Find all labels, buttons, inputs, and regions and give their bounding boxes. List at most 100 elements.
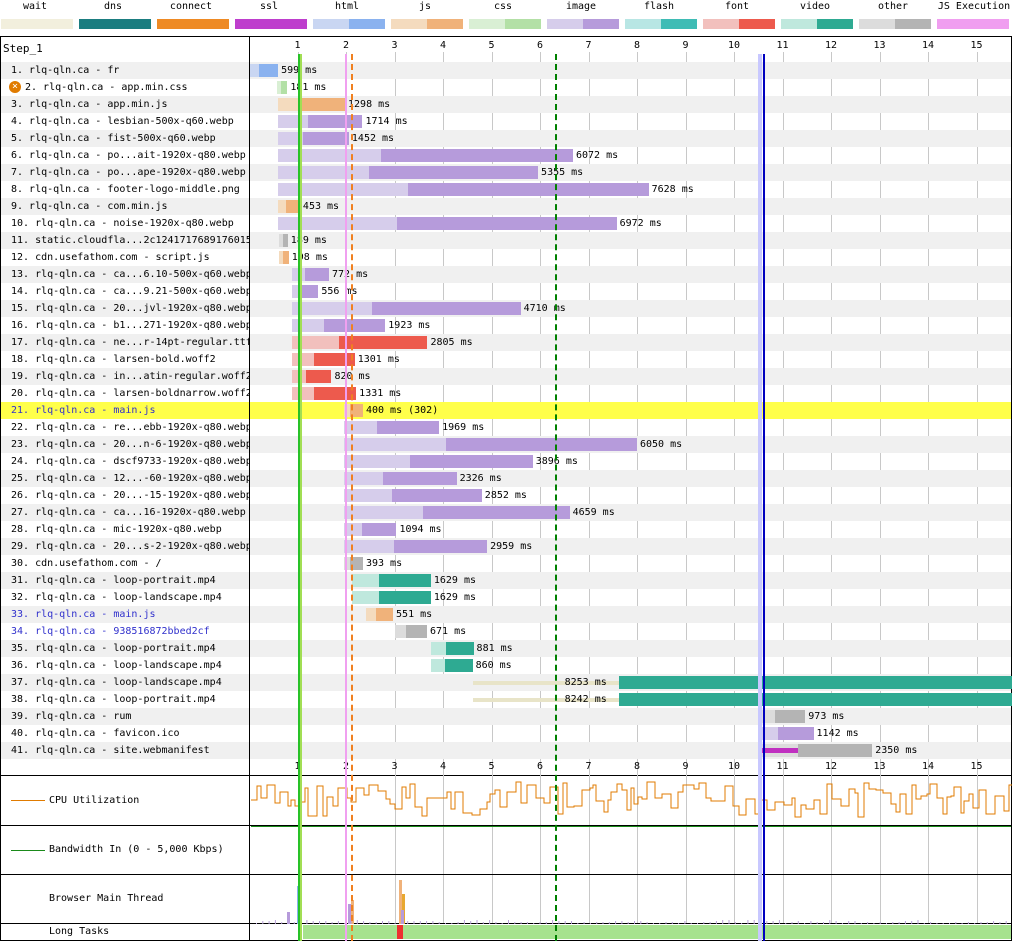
request-bar-image[interactable] <box>278 166 539 179</box>
request-bar-image[interactable] <box>343 421 440 434</box>
request-row[interactable]: 20. rlq-qln.ca - larsen-boldnarrow.woff2… <box>1 385 1011 402</box>
request-label[interactable]: 32. rlq-qln.ca - loop-landscape.mp4 <box>11 592 222 603</box>
request-row[interactable]: 2. rlq-qln.ca - app.min.css × 181 ms <box>1 79 1011 96</box>
request-row[interactable]: 1. rlq-qln.ca - fr 599 ms <box>1 62 1011 79</box>
request-row[interactable]: 36. rlq-qln.ca - loop-landscape.mp4 860 m… <box>1 657 1011 674</box>
request-bar-video[interactable] <box>351 591 431 604</box>
request-bar-image[interactable] <box>278 217 617 230</box>
request-label[interactable]: 22. rlq-qln.ca - re...ebb-1920x-q80.webp <box>11 422 250 433</box>
request-label[interactable]: 28. rlq-qln.ca - mic-1920x-q80.webp <box>11 524 222 535</box>
request-bar-js[interactable] <box>366 608 394 621</box>
request-label[interactable]: 35. rlq-qln.ca - loop-portrait.mp4 <box>11 643 216 654</box>
request-label[interactable]: 6. rlq-qln.ca - po...ait-1920x-q80.webp <box>11 150 246 161</box>
request-row[interactable]: 5. rlq-qln.ca - fist-500x-q60.webp 1452 m… <box>1 130 1011 147</box>
request-bar-image[interactable] <box>343 540 488 553</box>
request-label[interactable]: 7. rlq-qln.ca - po...ape-1920x-q80.webp <box>11 167 246 178</box>
request-label[interactable]: 24. rlq-qln.ca - dscf9733-1920x-q80.webp <box>11 456 250 467</box>
request-bar-video[interactable] <box>473 693 1012 706</box>
request-label[interactable]: 33. rlq-qln.ca - main.js <box>11 609 156 620</box>
request-row[interactable]: 11. static.cloudfla...2c1241717689176015… <box>1 232 1011 249</box>
request-bar-js[interactable] <box>279 251 289 264</box>
request-bar-video[interactable] <box>351 574 431 587</box>
request-bar-font[interactable] <box>291 370 332 383</box>
request-label[interactable]: 10. rlq-qln.ca - noise-1920x-q80.webp <box>11 218 234 229</box>
request-bar-font[interactable] <box>291 353 355 366</box>
request-label[interactable]: 2. rlq-qln.ca - app.min.css <box>25 82 188 93</box>
request-bar-image[interactable] <box>278 115 363 128</box>
request-bar-js[interactable] <box>278 200 300 213</box>
request-label[interactable]: 40. rlq-qln.ca - favicon.ico <box>11 728 180 739</box>
request-bar-other[interactable] <box>279 234 288 247</box>
request-row[interactable]: 3. rlq-qln.ca - app.min.js 1298 ms <box>1 96 1011 113</box>
request-label[interactable]: 31. rlq-qln.ca - loop-portrait.mp4 <box>11 575 216 586</box>
request-label[interactable]: 5. rlq-qln.ca - fist-500x-q60.webp <box>11 133 216 144</box>
request-label[interactable]: 4. rlq-qln.ca - lesbian-500x-q60.webp <box>11 116 234 127</box>
request-row[interactable]: 9. rlq-qln.ca - com.min.js 453 ms <box>1 198 1011 215</box>
request-row[interactable]: 33. rlq-qln.ca - main.js 551 ms <box>1 606 1011 623</box>
request-row[interactable]: 32. rlq-qln.ca - loop-landscape.mp4 1629 … <box>1 589 1011 606</box>
request-bar-image[interactable] <box>758 727 814 740</box>
request-row[interactable]: 7. rlq-qln.ca - po...ape-1920x-q80.webp 5… <box>1 164 1011 181</box>
request-label[interactable]: 13. rlq-qln.ca - ca...6.10-500x-q60.webp <box>11 269 250 280</box>
request-row[interactable]: 28. rlq-qln.ca - mic-1920x-q80.webp 1094 … <box>1 521 1011 538</box>
request-bar-image[interactable] <box>343 438 637 451</box>
request-row[interactable]: 8. rlq-qln.ca - footer-logo-middle.png 76… <box>1 181 1011 198</box>
request-row[interactable]: 35. rlq-qln.ca - loop-portrait.mp4 881 ms <box>1 640 1011 657</box>
request-row[interactable]: 12. cdn.usefathom.com - script.js 198 ms <box>1 249 1011 266</box>
request-bar-other[interactable] <box>394 625 427 638</box>
request-label[interactable]: 30. cdn.usefathom.com - / <box>11 558 162 569</box>
request-row[interactable]: 19. rlq-qln.ca - in...atin-regular.woff2… <box>1 368 1011 385</box>
request-row[interactable]: 14. rlq-qln.ca - ca...9.21-500x-q60.webp… <box>1 283 1011 300</box>
request-bar-image[interactable] <box>291 319 386 332</box>
request-bar-js[interactable] <box>278 98 346 111</box>
request-bar-image[interactable] <box>278 149 573 162</box>
request-row[interactable]: 21. rlq-qln.ca - main.js 400 ms (302) <box>1 402 1011 419</box>
request-row[interactable]: 4. rlq-qln.ca - lesbian-500x-q60.webp 171… <box>1 113 1011 130</box>
request-label[interactable]: 23. rlq-qln.ca - 20...n-6-1920x-q80.webp <box>11 439 250 450</box>
request-row[interactable]: 34. rlq-qln.ca - 938516872bbed2cf 671 ms <box>1 623 1011 640</box>
request-row[interactable]: 6. rlq-qln.ca - po...ait-1920x-q80.webp 6… <box>1 147 1011 164</box>
request-label[interactable]: 36. rlq-qln.ca - loop-landscape.mp4 <box>11 660 222 671</box>
request-label[interactable]: 39. rlq-qln.ca - rum <box>11 711 132 722</box>
request-row[interactable]: 25. rlq-qln.ca - 12...-60-1920x-q80.webp… <box>1 470 1011 487</box>
request-row[interactable]: 37. rlq-qln.ca - loop-landscape.mp4 8253 … <box>1 674 1012 691</box>
request-label[interactable]: 37. rlq-qln.ca - loop-landscape.mp4 <box>11 677 222 688</box>
request-bar-image[interactable] <box>291 302 521 315</box>
request-label[interactable]: 16. rlq-qln.ca - b1...271-1920x-q80.webp <box>11 320 250 331</box>
request-row[interactable]: 24. rlq-qln.ca - dscf9733-1920x-q80.webp… <box>1 453 1011 470</box>
request-row[interactable]: 39. rlq-qln.ca - rum 973 ms <box>1 708 1011 725</box>
request-row[interactable]: 27. rlq-qln.ca - ca...16-1920x-q80.webp 4… <box>1 504 1011 521</box>
request-bar-image[interactable] <box>343 455 533 468</box>
request-bar-image[interactable] <box>278 132 349 145</box>
request-row[interactable]: 16. rlq-qln.ca - b1...271-1920x-q80.webp… <box>1 317 1011 334</box>
request-bar-image[interactable] <box>291 285 319 298</box>
request-row[interactable]: 13. rlq-qln.ca - ca...6.10-500x-q60.webp… <box>1 266 1011 283</box>
request-bar-image[interactable] <box>278 183 649 196</box>
request-label[interactable]: 25. rlq-qln.ca - 12...-60-1920x-q80.webp <box>11 473 250 484</box>
request-bar-other[interactable] <box>758 710 806 723</box>
request-bar-other[interactable] <box>758 744 873 757</box>
request-row[interactable]: 31. rlq-qln.ca - loop-portrait.mp4 1629 m… <box>1 572 1011 589</box>
request-bar-font[interactable] <box>291 336 428 349</box>
request-row[interactable]: 41. rlq-qln.ca - site.webmanifest 2350 ms <box>1 742 1011 759</box>
request-label[interactable]: 1. rlq-qln.ca - fr <box>11 65 120 76</box>
request-row[interactable]: 29. rlq-qln.ca - 20...s-2-1920x-q80.webp… <box>1 538 1011 555</box>
request-row[interactable]: 18. rlq-qln.ca - larsen-bold.woff2 1301 m… <box>1 351 1011 368</box>
request-bar-video[interactable] <box>430 659 473 672</box>
request-bar-image[interactable] <box>343 472 457 485</box>
request-label[interactable]: 34. rlq-qln.ca - 938516872bbed2cf <box>11 626 210 637</box>
request-label[interactable]: 15. rlq-qln.ca - 20...jvl-1920x-q80.webp <box>11 303 250 314</box>
request-label[interactable]: 11. static.cloudfla...2c1241717689176015 <box>11 235 250 246</box>
request-label[interactable]: 17. rlq-qln.ca - ne...r-14pt-regular.ttf <box>11 337 250 348</box>
request-label[interactable]: 18. rlq-qln.ca - larsen-bold.woff2 <box>11 354 216 365</box>
request-label[interactable]: 38. rlq-qln.ca - loop-portrait.mp4 <box>11 694 216 705</box>
request-label[interactable]: 27. rlq-qln.ca - ca...16-1920x-q80.webp <box>11 507 246 518</box>
request-bar-image[interactable] <box>343 489 482 502</box>
request-row[interactable]: 30. cdn.usefathom.com - / 393 ms <box>1 555 1011 572</box>
request-label[interactable]: 26. rlq-qln.ca - 20...-15-1920x-q80.webp <box>11 490 250 501</box>
request-row[interactable]: 17. rlq-qln.ca - ne...r-14pt-regular.ttf… <box>1 334 1011 351</box>
request-label[interactable]: 12. cdn.usefathom.com - script.js <box>11 252 210 263</box>
request-label[interactable]: 21. rlq-qln.ca - main.js <box>11 405 156 416</box>
request-label[interactable]: 19. rlq-qln.ca - in...atin-regular.woff2 <box>11 371 250 382</box>
request-label[interactable]: 41. rlq-qln.ca - site.webmanifest <box>11 745 210 756</box>
